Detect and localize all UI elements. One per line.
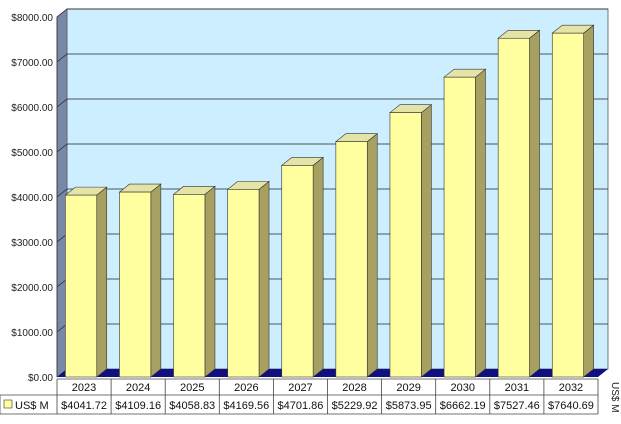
category-label: 2025 xyxy=(180,382,204,394)
category-label: 2026 xyxy=(234,382,258,394)
bar xyxy=(65,194,98,378)
data-label: $7527.46 xyxy=(494,400,540,412)
data-label: $5229.92 xyxy=(332,400,378,412)
bar xyxy=(335,141,368,378)
data-label: $4701.86 xyxy=(278,400,324,412)
bar-side xyxy=(204,185,216,378)
bar xyxy=(389,112,422,378)
data-label: $4058.83 xyxy=(169,400,215,412)
category-label: 2032 xyxy=(559,382,583,394)
bar xyxy=(119,191,152,378)
bar xyxy=(173,194,206,378)
bar xyxy=(281,165,314,378)
bar-side xyxy=(150,183,162,378)
data-label: $5873.95 xyxy=(386,400,432,412)
bar xyxy=(497,37,530,378)
y-tick-label: $0.00 xyxy=(28,373,53,384)
bars xyxy=(64,24,595,378)
gridline-side xyxy=(56,188,68,198)
category-label: 2024 xyxy=(126,382,150,394)
y-tick-label: $1000.00 xyxy=(11,328,53,339)
category-label: 2027 xyxy=(288,382,312,394)
data-label: $6662.19 xyxy=(440,400,486,412)
category-label: 2023 xyxy=(72,382,96,394)
y-tick-label: $3000.00 xyxy=(11,238,53,249)
category-label: 2028 xyxy=(342,382,366,394)
bar-side xyxy=(475,68,486,378)
legend-label: US$ M xyxy=(15,400,49,412)
category-label: 2030 xyxy=(451,382,475,394)
data-label: $4041.72 xyxy=(61,400,107,412)
y-tick-label: $8000.00 xyxy=(11,13,53,24)
bar-side xyxy=(529,29,540,378)
data-table: 2023 $4041.72 2024 $4109.16 2025 $4058.83 2026… xyxy=(0,378,599,415)
y-tick-label: $5000.00 xyxy=(11,148,53,159)
gridline-side xyxy=(56,53,68,63)
data-label: $4169.56 xyxy=(223,400,269,412)
y-tick-label: $6000.00 xyxy=(11,103,53,114)
y-axis-title: US$ M xyxy=(609,382,620,413)
gridline-side xyxy=(56,8,68,18)
category-label: 2031 xyxy=(505,382,529,394)
data-label: $4109.16 xyxy=(115,400,161,412)
bar xyxy=(551,32,584,378)
gridline-side xyxy=(56,98,68,108)
y-tick-label: $2000.00 xyxy=(11,283,53,294)
bar-side xyxy=(583,24,594,378)
y-tick-label: $7000.00 xyxy=(11,58,53,69)
gridline-side xyxy=(56,143,68,153)
y-axis: $0.00 $1000.00 $2000.00 $3000.00 $4000.00 $50… xyxy=(11,13,620,413)
legend-key xyxy=(3,399,13,409)
category-label: 2029 xyxy=(396,382,420,394)
bar-side xyxy=(421,104,432,378)
bar-side xyxy=(366,133,378,378)
y-tick-label: $4000.00 xyxy=(11,193,53,204)
bar xyxy=(443,76,476,378)
bar-side xyxy=(96,186,108,378)
bar xyxy=(227,189,260,378)
bar-side xyxy=(258,180,270,378)
bar-side xyxy=(312,156,324,378)
data-label: $7640.69 xyxy=(548,400,594,412)
